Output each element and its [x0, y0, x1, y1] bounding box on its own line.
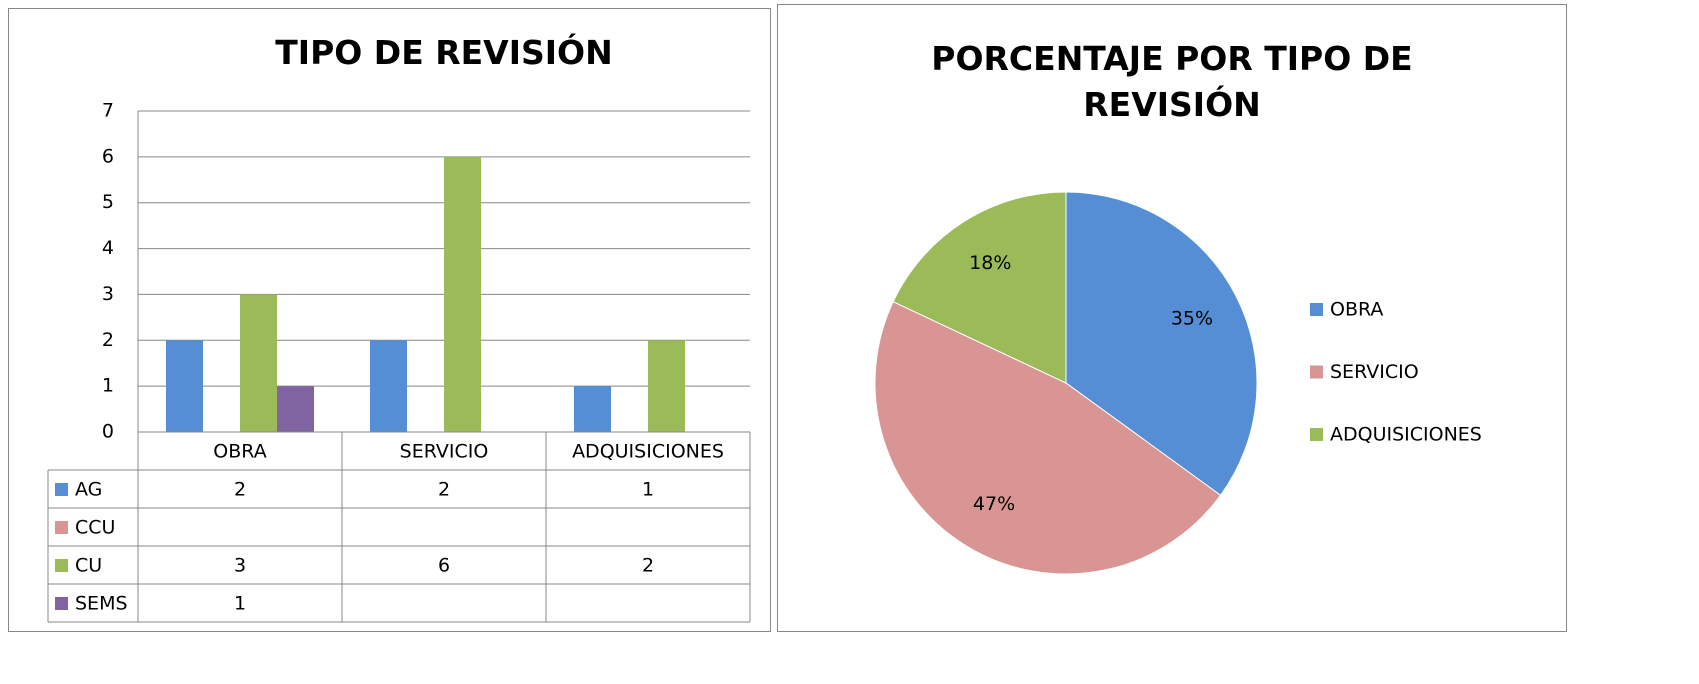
bar — [166, 340, 203, 432]
bar — [277, 386, 314, 432]
y-tick-label: 5 — [102, 191, 114, 213]
table-value: 6 — [438, 555, 450, 577]
table-value: 1 — [234, 593, 246, 615]
legend-key — [1310, 303, 1323, 316]
y-tick-label: 0 — [102, 421, 114, 443]
data-label: 47% — [973, 493, 1015, 515]
bar-title: TIPO DE REVISIÓN — [275, 33, 613, 72]
left-frame — [8, 8, 771, 632]
table-value: 2 — [234, 479, 246, 501]
table-value: 3 — [234, 555, 246, 577]
table-value: 1 — [642, 479, 654, 501]
legend-key — [55, 483, 68, 496]
bar — [444, 156, 481, 432]
table-value: 2 — [642, 555, 654, 577]
category-label: OBRA — [213, 441, 266, 463]
table-value: 2 — [438, 479, 450, 501]
bar — [240, 294, 277, 432]
pie-slice — [874, 301, 1222, 575]
bar — [648, 340, 685, 432]
legend-key — [55, 597, 68, 610]
y-tick-label: 1 — [102, 375, 114, 397]
legend-label: AG — [75, 479, 102, 501]
pie-title: PORCENTAJE POR TIPO DE REVISIÓN — [931, 39, 1413, 124]
bar — [370, 340, 407, 432]
legend-label: CCU — [75, 517, 115, 539]
y-tick-label: 4 — [102, 237, 114, 259]
y-tick-label: 6 — [102, 145, 114, 167]
y-tick-label: 3 — [102, 283, 114, 305]
bar — [574, 386, 611, 432]
legend-label: SEMS — [75, 593, 128, 615]
category-label: ADQUISICIONES — [572, 441, 724, 463]
legend-key — [55, 521, 68, 534]
category-label: SERVICIO — [400, 441, 489, 463]
legend-key — [1310, 365, 1323, 379]
legend-label: OBRA — [1330, 299, 1383, 321]
pie-slice — [1065, 191, 1258, 496]
pie-slice — [892, 191, 1067, 384]
y-tick-label: 7 — [102, 100, 114, 122]
data-label: 18% — [969, 252, 1011, 274]
legend-key — [1310, 428, 1323, 441]
legend-label: SERVICIO — [1330, 361, 1419, 383]
legend-label: CU — [75, 555, 102, 577]
y-tick-label: 2 — [102, 329, 114, 351]
legend-label: ADQUISICIONES — [1330, 424, 1482, 446]
legend-key — [55, 559, 68, 572]
data-label: 35% — [1171, 307, 1213, 329]
